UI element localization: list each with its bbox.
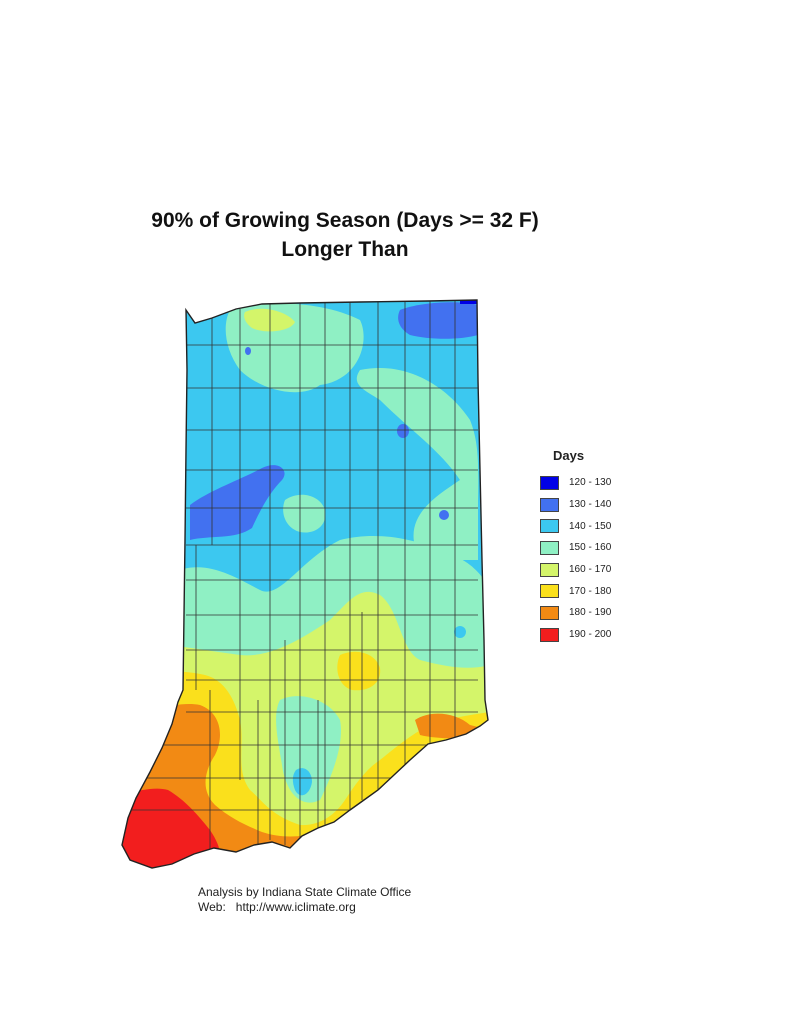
legend-swatch — [540, 540, 559, 555]
legend-items: 120 - 130 130 - 140 140 - 150 150 - 160 160 … — [540, 472, 660, 646]
map-title-line-1: 90% of Growing Season (Days >= 32 F) — [151, 209, 539, 232]
legend-label: 160 - 170 — [569, 564, 612, 576]
legend-swatch — [540, 584, 559, 599]
legend-item: 120 - 130 — [540, 472, 660, 494]
legend-item: 150 - 160 — [540, 537, 660, 559]
legend-label: 150 - 160 — [569, 542, 612, 554]
legend-swatch — [540, 475, 559, 490]
zone-130-140-spot-3 — [245, 347, 251, 355]
zone-130-140-spot-1 — [397, 424, 409, 438]
legend-item: 130 - 140 — [540, 494, 660, 516]
county-boundaries — [130, 301, 478, 850]
zone-140-150-spot-east — [454, 626, 466, 638]
credit-analysis: Analysis by Indiana State Climate Office — [198, 885, 412, 899]
legend-swatch — [540, 627, 559, 642]
legend-item: 190 - 200 — [540, 624, 660, 646]
legend-swatch — [540, 562, 559, 577]
legend-label: 180 - 190 — [569, 607, 612, 619]
legend-item: 140 - 150 — [540, 515, 660, 537]
zone-120-130 — [460, 300, 480, 304]
legend-item: 180 - 190 — [540, 602, 660, 624]
zone-140-150-pocket — [292, 768, 312, 796]
legend-item: 160 - 170 — [540, 559, 660, 581]
map-title-line-2: Longer Than — [281, 238, 409, 261]
zone-130-140-spot-2 — [439, 510, 449, 520]
legend-title: Days — [553, 448, 585, 463]
contour-fill — [122, 300, 488, 868]
legend-label: 190 - 200 — [569, 629, 612, 641]
zone-170-180-center — [337, 651, 381, 691]
state-outline — [121, 299, 489, 869]
map-title: 90% of Growing Season (Days >= 32 F) Lon… — [100, 206, 590, 264]
zone-190-200 — [122, 788, 221, 868]
legend: Days 120 - 130 130 - 140 140 - 150 150 - 16… — [540, 448, 660, 646]
legend-label: 140 - 150 — [569, 520, 612, 532]
legend-label: 170 - 180 — [569, 585, 612, 597]
zone-130-140-northeast — [398, 302, 478, 339]
legend-swatch — [540, 605, 559, 620]
legend-swatch — [540, 519, 559, 534]
zone-150-160-island — [283, 494, 326, 533]
zone-130-140-west — [190, 465, 285, 540]
zone-160-170-north — [244, 308, 295, 332]
credit: Analysis by Indiana State Climate Office… — [198, 885, 411, 915]
legend-label: 120 - 130 — [569, 477, 612, 489]
legend-item: 170 - 180 — [540, 580, 660, 602]
legend-swatch — [540, 497, 559, 512]
credit-web: Web: http://www.iclimate.org — [198, 900, 356, 914]
legend-label: 130 - 140 — [569, 499, 612, 511]
zone-190-200-spot — [350, 822, 363, 834]
